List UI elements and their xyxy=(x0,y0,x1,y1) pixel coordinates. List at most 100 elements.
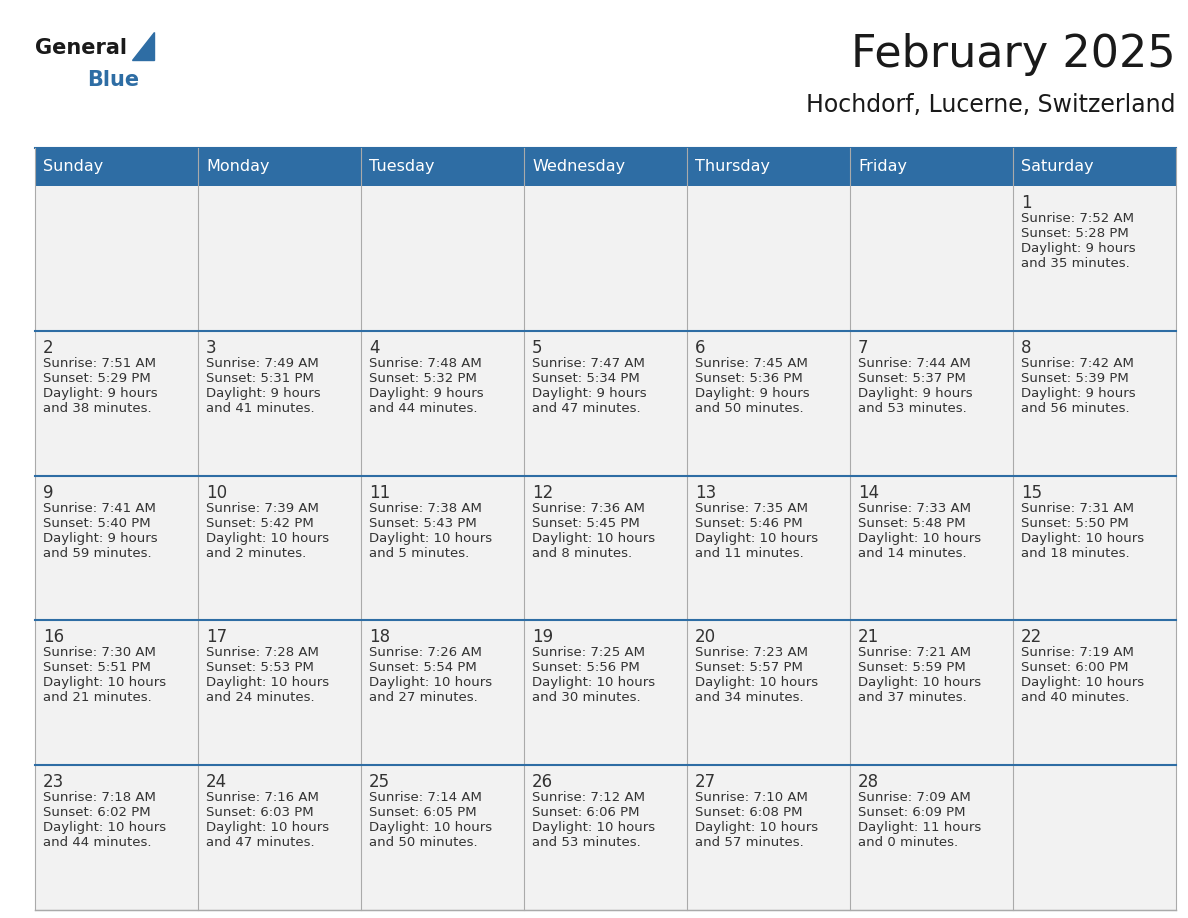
Text: Sunset: 5:57 PM: Sunset: 5:57 PM xyxy=(695,661,803,675)
Text: Daylight: 9 hours: Daylight: 9 hours xyxy=(532,386,646,400)
Text: Sunset: 6:05 PM: Sunset: 6:05 PM xyxy=(369,806,476,819)
Text: 13: 13 xyxy=(695,484,716,501)
Text: Wednesday: Wednesday xyxy=(532,160,625,174)
Text: Sunrise: 7:31 AM: Sunrise: 7:31 AM xyxy=(1020,501,1135,515)
Text: Sunset: 6:02 PM: Sunset: 6:02 PM xyxy=(43,806,151,819)
Text: and 8 minutes.: and 8 minutes. xyxy=(532,546,632,560)
Text: Daylight: 10 hours: Daylight: 10 hours xyxy=(695,822,819,834)
Text: and 30 minutes.: and 30 minutes. xyxy=(532,691,640,704)
Text: and 50 minutes.: and 50 minutes. xyxy=(695,402,803,415)
Text: Sunrise: 7:18 AM: Sunrise: 7:18 AM xyxy=(43,791,156,804)
Text: and 44 minutes.: and 44 minutes. xyxy=(43,836,152,849)
Bar xyxy=(849,186,1013,330)
Text: Daylight: 10 hours: Daylight: 10 hours xyxy=(532,677,655,689)
Text: and 57 minutes.: and 57 minutes. xyxy=(695,836,804,849)
Text: and 47 minutes.: and 47 minutes. xyxy=(532,402,640,415)
Text: General: General xyxy=(34,38,127,58)
Bar xyxy=(687,330,849,476)
Bar xyxy=(34,186,198,330)
Text: Sunset: 5:51 PM: Sunset: 5:51 PM xyxy=(43,661,151,675)
Text: Sunset: 5:28 PM: Sunset: 5:28 PM xyxy=(1020,227,1129,240)
Text: Daylight: 9 hours: Daylight: 9 hours xyxy=(858,386,973,400)
Text: Sunset: 5:46 PM: Sunset: 5:46 PM xyxy=(695,517,803,530)
Text: and 41 minutes.: and 41 minutes. xyxy=(206,402,315,415)
Text: and 50 minutes.: and 50 minutes. xyxy=(369,836,478,849)
Text: Saturday: Saturday xyxy=(1020,160,1094,174)
Text: Sunrise: 7:39 AM: Sunrise: 7:39 AM xyxy=(206,501,318,515)
Text: Daylight: 9 hours: Daylight: 9 hours xyxy=(1020,386,1136,400)
Text: Sunrise: 7:25 AM: Sunrise: 7:25 AM xyxy=(532,646,645,659)
Text: Sunrise: 7:10 AM: Sunrise: 7:10 AM xyxy=(695,791,808,804)
Bar xyxy=(34,766,198,910)
Text: Sunrise: 7:52 AM: Sunrise: 7:52 AM xyxy=(1020,212,1135,225)
Text: and 38 minutes.: and 38 minutes. xyxy=(43,402,152,415)
Text: Sunset: 5:34 PM: Sunset: 5:34 PM xyxy=(532,372,640,385)
Text: Friday: Friday xyxy=(858,160,906,174)
Text: Sunset: 5:43 PM: Sunset: 5:43 PM xyxy=(369,517,476,530)
Text: Sunset: 5:54 PM: Sunset: 5:54 PM xyxy=(369,661,476,675)
Text: and 37 minutes.: and 37 minutes. xyxy=(858,691,967,704)
Text: 16: 16 xyxy=(43,629,64,646)
Bar xyxy=(849,476,1013,621)
Text: and 47 minutes.: and 47 minutes. xyxy=(206,836,315,849)
Text: Sunrise: 7:12 AM: Sunrise: 7:12 AM xyxy=(532,791,645,804)
Text: 15: 15 xyxy=(1020,484,1042,501)
Text: Sunrise: 7:14 AM: Sunrise: 7:14 AM xyxy=(369,791,482,804)
Text: and 18 minutes.: and 18 minutes. xyxy=(1020,546,1130,560)
Text: Sunset: 5:40 PM: Sunset: 5:40 PM xyxy=(43,517,151,530)
Text: Sunset: 5:56 PM: Sunset: 5:56 PM xyxy=(532,661,640,675)
Text: Daylight: 10 hours: Daylight: 10 hours xyxy=(858,677,981,689)
Bar xyxy=(687,766,849,910)
Text: 26: 26 xyxy=(532,773,554,791)
Text: Daylight: 9 hours: Daylight: 9 hours xyxy=(43,386,158,400)
Bar xyxy=(361,621,524,766)
Bar xyxy=(1013,766,1176,910)
Text: Sunset: 5:37 PM: Sunset: 5:37 PM xyxy=(858,372,966,385)
Text: and 5 minutes.: and 5 minutes. xyxy=(369,546,469,560)
Bar xyxy=(687,186,849,330)
Text: Sunset: 5:59 PM: Sunset: 5:59 PM xyxy=(858,661,966,675)
Text: 3: 3 xyxy=(206,339,216,357)
Text: 1: 1 xyxy=(1020,194,1031,212)
Text: Sunrise: 7:42 AM: Sunrise: 7:42 AM xyxy=(1020,357,1133,370)
Text: Sunset: 6:06 PM: Sunset: 6:06 PM xyxy=(532,806,639,819)
Text: 4: 4 xyxy=(369,339,379,357)
Text: and 11 minutes.: and 11 minutes. xyxy=(695,546,804,560)
Text: and 27 minutes.: and 27 minutes. xyxy=(369,691,478,704)
Polygon shape xyxy=(132,32,154,60)
Text: Sunset: 6:09 PM: Sunset: 6:09 PM xyxy=(858,806,966,819)
Text: Sunset: 5:29 PM: Sunset: 5:29 PM xyxy=(43,372,151,385)
Text: Daylight: 10 hours: Daylight: 10 hours xyxy=(369,677,492,689)
Text: Sunrise: 7:51 AM: Sunrise: 7:51 AM xyxy=(43,357,156,370)
Text: Daylight: 10 hours: Daylight: 10 hours xyxy=(695,677,819,689)
Bar xyxy=(524,621,687,766)
Text: 6: 6 xyxy=(695,339,706,357)
Bar xyxy=(849,621,1013,766)
Text: Daylight: 10 hours: Daylight: 10 hours xyxy=(695,532,819,544)
Text: Daylight: 10 hours: Daylight: 10 hours xyxy=(532,822,655,834)
Text: 14: 14 xyxy=(858,484,879,501)
Text: Sunrise: 7:33 AM: Sunrise: 7:33 AM xyxy=(858,501,971,515)
Text: 20: 20 xyxy=(695,629,716,646)
Text: 18: 18 xyxy=(369,629,390,646)
Text: Sunrise: 7:38 AM: Sunrise: 7:38 AM xyxy=(369,501,482,515)
Bar xyxy=(687,476,849,621)
Bar xyxy=(849,330,1013,476)
Bar xyxy=(1013,476,1176,621)
Text: Daylight: 10 hours: Daylight: 10 hours xyxy=(1020,677,1144,689)
Text: Sunrise: 7:26 AM: Sunrise: 7:26 AM xyxy=(369,646,482,659)
Bar xyxy=(1013,186,1176,330)
Bar xyxy=(34,621,198,766)
Text: Daylight: 10 hours: Daylight: 10 hours xyxy=(532,532,655,544)
Text: Daylight: 10 hours: Daylight: 10 hours xyxy=(43,677,166,689)
Text: Monday: Monday xyxy=(206,160,270,174)
Text: Daylight: 10 hours: Daylight: 10 hours xyxy=(369,532,492,544)
Text: Daylight: 11 hours: Daylight: 11 hours xyxy=(858,822,981,834)
Text: Thursday: Thursday xyxy=(695,160,770,174)
Text: and 34 minutes.: and 34 minutes. xyxy=(695,691,803,704)
Text: 5: 5 xyxy=(532,339,543,357)
Text: and 2 minutes.: and 2 minutes. xyxy=(206,546,307,560)
Text: and 56 minutes.: and 56 minutes. xyxy=(1020,402,1130,415)
Text: Sunrise: 7:35 AM: Sunrise: 7:35 AM xyxy=(695,501,808,515)
Text: Sunrise: 7:36 AM: Sunrise: 7:36 AM xyxy=(532,501,645,515)
